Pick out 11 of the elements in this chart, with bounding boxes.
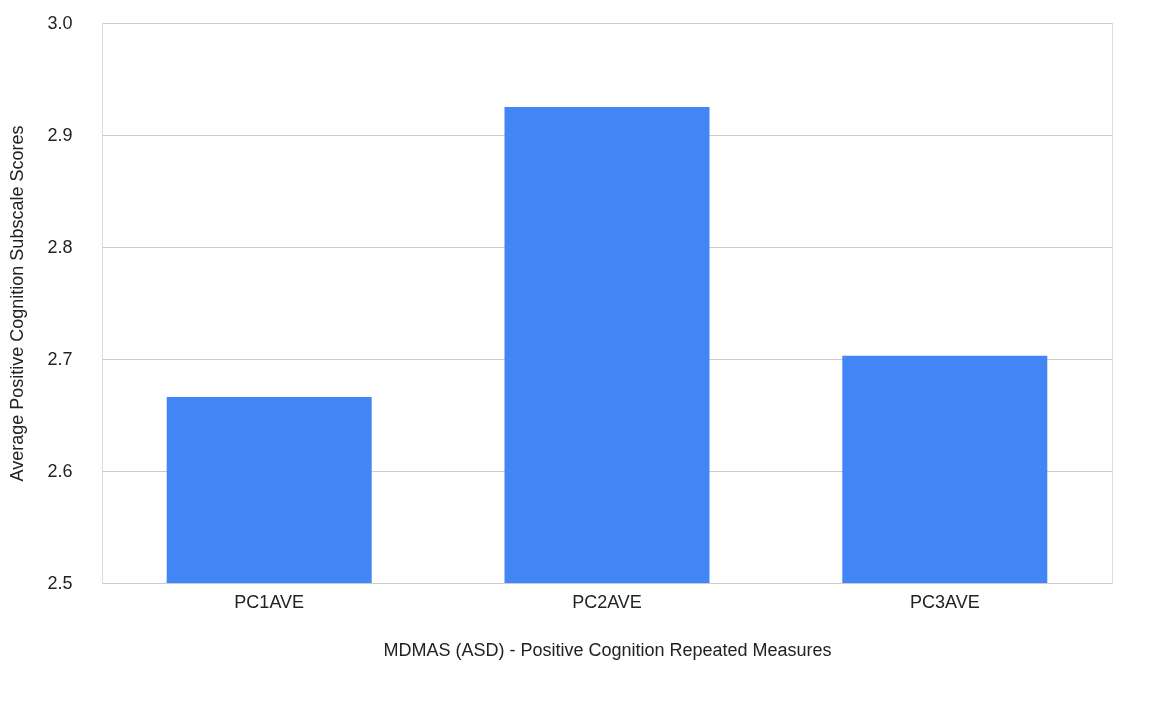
x-tick-label: PC1AVE [234,591,305,612]
x-axis-title: MDMAS (ASD) - Positive Cognition Repeated Measures [383,639,832,660]
x-tick-label: PC2AVE [572,591,642,612]
y-axis-title: Average Positive Cognition Subscale Scores [7,125,28,482]
y-tick-label: 2.9 [47,124,73,145]
x-tick-label: PC3AVE [909,591,980,612]
y-tick-label: 2.7 [47,348,73,369]
y-tick-label: 2.8 [47,236,73,257]
y-tick-label: 2.6 [47,460,73,481]
y-tick-label: 2.5 [47,572,73,593]
y-tick-label: 3.0 [47,12,73,33]
